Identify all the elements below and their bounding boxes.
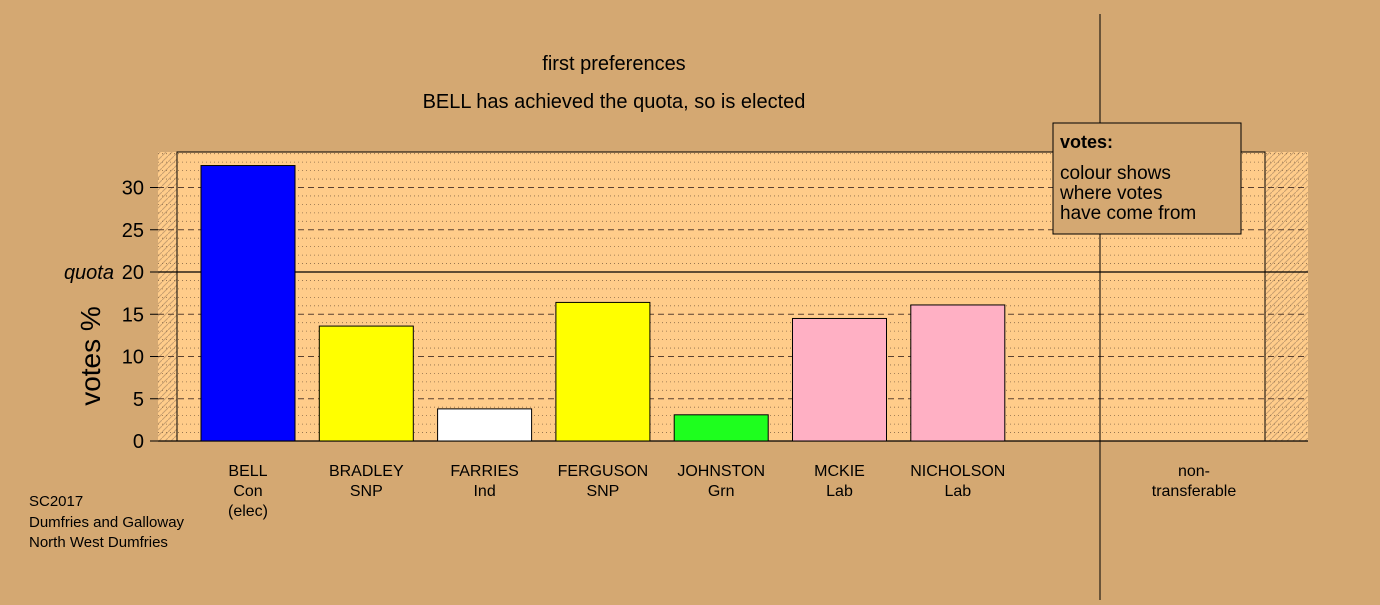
bar-mckie bbox=[792, 317, 887, 442]
x-tick-label-nontransferable: non- bbox=[1178, 463, 1210, 480]
legend-title: votes: bbox=[1060, 132, 1113, 152]
bar-bradley bbox=[318, 325, 414, 442]
legend-line-3: have come from bbox=[1060, 203, 1196, 224]
chart-subtitle: BELL has achieved the quota, so is elect… bbox=[423, 91, 806, 113]
y-tick-label: 15 bbox=[122, 304, 144, 326]
bar-farries bbox=[437, 408, 533, 442]
y-tick-label: 0 bbox=[133, 431, 144, 453]
x-tick-label: NICHOLSON bbox=[910, 463, 1005, 480]
y-tick-label: 30 bbox=[122, 178, 144, 200]
bar-series bbox=[200, 165, 1006, 442]
bar-johnston bbox=[673, 414, 769, 442]
x-tick-label: BELL bbox=[228, 463, 267, 480]
y-axis: 0 5 10 15 20 25 30 bbox=[122, 178, 158, 453]
x-tick-label: SNP bbox=[350, 483, 383, 500]
x-tick-label: Grn bbox=[708, 483, 735, 500]
legend: votes: colour shows where votes have com… bbox=[1052, 122, 1242, 235]
caption-line-3: North West Dumfries bbox=[29, 534, 168, 551]
x-tick-label: FERGUSON bbox=[558, 463, 649, 480]
legend-line-1: colour shows bbox=[1060, 163, 1171, 184]
caption-line-2: Dumfries and Galloway bbox=[29, 514, 185, 531]
x-tick-label: BRADLEY bbox=[329, 463, 404, 480]
x-tick-label: SNP bbox=[586, 483, 619, 500]
y-tick-label: 5 bbox=[133, 389, 144, 411]
x-tick-label: FARRIES bbox=[450, 463, 518, 480]
x-tick-label: MCKIE bbox=[814, 463, 865, 480]
x-tick-label: Lab bbox=[944, 483, 971, 500]
legend-box bbox=[1052, 122, 1242, 235]
x-tick-label: (elec) bbox=[228, 503, 268, 520]
caption-line-1: SC2017 bbox=[29, 493, 83, 510]
x-tick-label: Con bbox=[233, 483, 262, 500]
y-axis-label: votes % bbox=[75, 306, 106, 406]
bar-nicholson bbox=[910, 304, 1006, 442]
legend-line-2: where votes bbox=[1059, 183, 1162, 204]
y-tick-label: 10 bbox=[122, 347, 144, 369]
quota-label: quota bbox=[64, 262, 114, 284]
y-tick-label: 20 bbox=[122, 262, 144, 284]
x-tick-label: JOHNSTON bbox=[677, 463, 765, 480]
y-tick-label: 25 bbox=[122, 220, 144, 242]
bar-bell bbox=[200, 165, 296, 442]
x-tick-label: Lab bbox=[826, 483, 853, 500]
bar-ferguson bbox=[555, 301, 651, 442]
x-tick-label: Ind bbox=[473, 483, 495, 500]
x-axis-labels: BELL Con (elec) BRADLEY SNP FARRIES Ind FERGUSO… bbox=[228, 463, 1236, 520]
chart-title: first preferences bbox=[542, 53, 685, 75]
x-tick-label-nontransferable: transferable bbox=[1152, 483, 1237, 500]
